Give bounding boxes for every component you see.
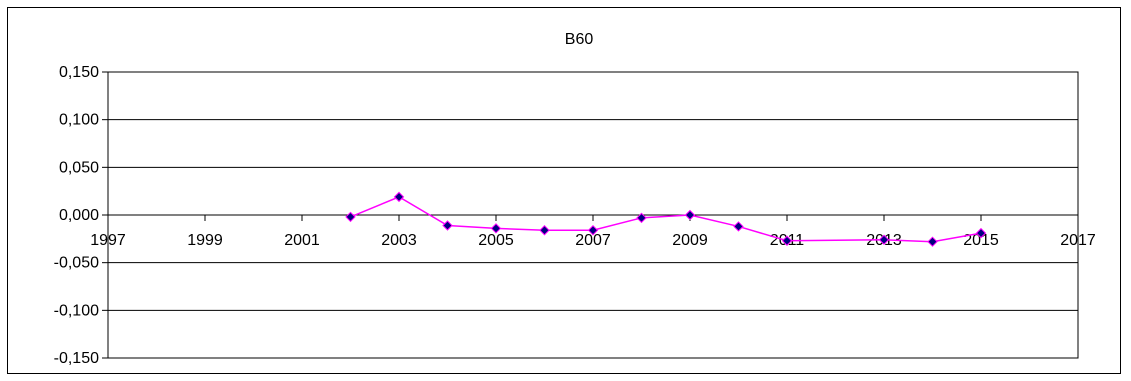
x-axis: 1997199920012003200520072009201120132015… [90, 214, 1096, 249]
data-point [927, 236, 938, 247]
data-point [442, 220, 453, 231]
y-tick-label: -0,100 [54, 302, 99, 319]
series-layer [345, 191, 987, 247]
x-tick-label: 2001 [284, 232, 320, 249]
x-tick-label: 1997 [90, 232, 126, 249]
data-point [587, 225, 599, 236]
y-tick-label: -0,050 [54, 255, 99, 272]
y-tick-label: 0,000 [59, 207, 99, 224]
data-point [636, 212, 647, 224]
data-point [345, 211, 356, 223]
x-tick-label: 2005 [478, 232, 514, 249]
y-tick-label: 0,100 [59, 112, 99, 129]
y-tick-label: 0,050 [59, 159, 99, 176]
y-tick-label: 0,150 [59, 64, 99, 81]
x-tick-label: 2017 [1060, 232, 1096, 249]
x-tick-label: 2015 [963, 232, 999, 249]
x-tick-label: 1999 [187, 232, 223, 249]
chart-title: B60 [565, 31, 594, 48]
x-tick-label: 2003 [381, 232, 417, 249]
data-point [539, 225, 550, 236]
chart-svg: B60 0,150 0,100 0,050 0,000 -0,050 -0,100 -0,1… [54, 31, 1096, 367]
data-point [733, 221, 744, 232]
y-axis: 0,150 0,100 0,050 0,000 -0,050 -0,100 -0,150 [54, 64, 108, 367]
grid-layer [108, 71, 1078, 359]
data-point [781, 235, 793, 246]
x-tick-label: 2009 [672, 232, 708, 249]
data-point [878, 234, 890, 245]
y-tick-label: -0,150 [54, 350, 99, 367]
data-point [490, 223, 502, 234]
data-point [975, 227, 987, 239]
data-point [393, 191, 405, 203]
chart-frame: B60 0,150 0,100 0,050 0,000 -0,050 -0,100 -0,1… [7, 7, 1121, 374]
x-tick-label: 2007 [575, 232, 611, 249]
data-point [684, 209, 696, 221]
